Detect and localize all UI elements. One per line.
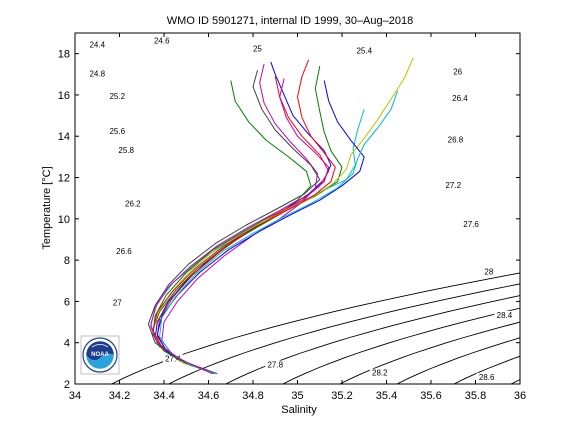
x-tick-label: 34.6 [198, 390, 219, 402]
density-contour [167, 283, 520, 384]
x-tick-label: 36 [514, 390, 526, 402]
contour-label: 26.6 [116, 247, 132, 256]
density-contour [281, 307, 520, 384]
contour-label: 26.4 [452, 94, 468, 103]
contour-label: 26 [453, 67, 462, 76]
contour-label-bg [354, 46, 375, 56]
y-tick-label: 2 [64, 379, 70, 391]
noaa-logo: NOAA [80, 335, 120, 375]
contour-label: 24.8 [89, 69, 105, 78]
profile-lines [147, 57, 414, 375]
x-axis: 34 34.2 34.4 34.6 34.8 35 35.2 35.4 35.6 35.8 36 [69, 33, 526, 402]
contour-label-bg [247, 44, 268, 54]
contour-label-bg [107, 127, 128, 137]
density-contour [110, 272, 520, 384]
y-tick-label: 10 [58, 214, 70, 226]
contour-label-bg [116, 145, 137, 155]
x-axis-label: Salinity [281, 404, 317, 416]
plot-area [75, 33, 520, 384]
y-tick-label: 18 [58, 49, 70, 61]
x-tick-label: 35.8 [465, 390, 486, 402]
contour-label: 25 [253, 45, 262, 54]
contour-label-bg [107, 298, 128, 308]
density-contour-labels: 24.4 24.6 25 25.4 24.8 25.2 26 26.4 25.6 25.8 26.8… [87, 36, 515, 382]
contour-label-bg [494, 310, 515, 320]
contour-label: 27.2 [445, 181, 461, 190]
contour-label-bg [87, 69, 108, 79]
x-tick-label: 34.4 [153, 390, 174, 402]
contour-label-bg [369, 368, 390, 378]
y-axis-label: Temperature [°C] [41, 166, 53, 249]
x-tick-label: 35.4 [376, 390, 397, 402]
x-tick-label: 34 [69, 390, 81, 402]
contour-label-bg [445, 135, 466, 145]
contour-label-bg [151, 36, 172, 46]
contour-label: 27.6 [463, 220, 479, 229]
y-tick-label: 14 [58, 131, 70, 143]
profile-line [159, 90, 399, 375]
contour-label: 26.8 [448, 135, 464, 144]
profile-line [156, 80, 365, 375]
y-tick-label: 16 [58, 90, 70, 102]
profile-line [147, 70, 321, 375]
y-tick-label: 12 [58, 173, 70, 185]
contour-label: 27 [113, 299, 122, 308]
x-tick-label: 34.8 [242, 390, 263, 402]
contour-label-bg [476, 372, 497, 382]
profile-line [152, 59, 336, 375]
contour-label: 27.4 [165, 354, 181, 363]
contour-label-bg [443, 180, 464, 190]
chart-title: WMO ID 5901271, internal ID 1999, 30–Aug… [167, 15, 413, 27]
contour-label: 24.6 [154, 36, 170, 45]
x-tick-label: 34.2 [109, 390, 130, 402]
contour-label: 25.2 [109, 92, 125, 101]
density-contours [110, 272, 520, 384]
contour-label-bg [478, 267, 499, 277]
y-tick-label: 6 [64, 296, 70, 308]
contour-label-bg [449, 94, 470, 104]
contour-label-bg [87, 40, 108, 50]
y-tick-label: 8 [64, 255, 70, 267]
contour-label: 27.8 [267, 360, 283, 369]
x-tick-label: 35 [291, 390, 303, 402]
svg-text:NOAA: NOAA [91, 352, 109, 358]
contour-label-bg [122, 199, 143, 209]
contour-label-bg [447, 67, 468, 77]
contour-label-bg [265, 360, 286, 370]
contour-label: 28.4 [497, 311, 513, 320]
contour-label: 28 [484, 268, 493, 277]
density-contour [224, 295, 520, 384]
density-contour [338, 321, 520, 384]
profile-line [150, 78, 330, 375]
contour-label-bg [461, 220, 482, 230]
contour-label: 25.6 [109, 127, 125, 136]
x-tick-label: 35.2 [331, 390, 352, 402]
contour-label-bg [162, 354, 183, 364]
y-axis: 2 4 6 8 10 12 14 16 18 [58, 49, 520, 391]
contour-label: 25.8 [118, 146, 134, 155]
contour-label: 28.2 [372, 369, 388, 378]
contour-label-bg [113, 246, 134, 256]
contour-label: 26.2 [125, 199, 141, 208]
contour-label: 24.4 [89, 40, 105, 49]
x-tick-label: 35.6 [420, 390, 441, 402]
y-tick-label: 4 [64, 338, 70, 350]
contour-label-bg [107, 92, 128, 102]
contour-label: 25.4 [356, 47, 372, 56]
contour-label: 28.6 [479, 373, 495, 382]
